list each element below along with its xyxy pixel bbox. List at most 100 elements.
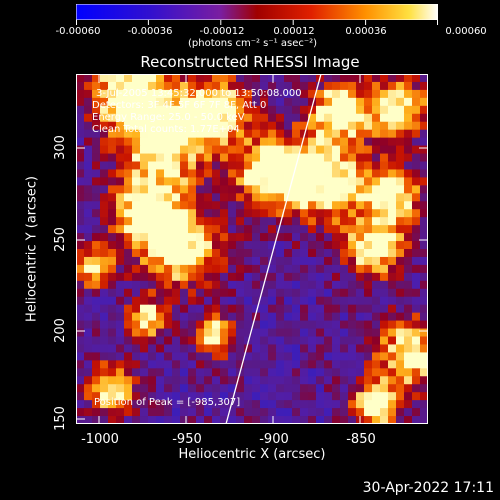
image-pixel bbox=[76, 376, 85, 385]
image-pixel bbox=[324, 376, 333, 385]
image-pixel bbox=[76, 256, 85, 266]
image-pixel bbox=[140, 296, 149, 306]
image-pixel bbox=[284, 137, 293, 147]
image-pixel bbox=[244, 312, 253, 322]
image-pixel bbox=[316, 145, 325, 155]
image-pixel bbox=[140, 241, 149, 250]
image-pixel bbox=[140, 193, 149, 202]
image-pixel bbox=[116, 137, 125, 147]
image-pixel bbox=[84, 280, 93, 290]
image-pixel bbox=[380, 209, 389, 218]
image-pixel bbox=[364, 185, 373, 194]
image-pixel bbox=[324, 81, 333, 91]
image-pixel bbox=[84, 352, 93, 361]
image-pixel bbox=[348, 89, 357, 99]
image-pixel bbox=[92, 193, 101, 202]
image-pixel bbox=[212, 264, 221, 274]
image-pixel bbox=[76, 209, 85, 218]
image-pixel bbox=[100, 336, 109, 345]
image-pixel bbox=[228, 153, 237, 162]
image-pixel bbox=[116, 145, 125, 155]
image-pixel bbox=[260, 336, 269, 345]
image-pixel bbox=[244, 241, 253, 250]
image-pixel bbox=[196, 328, 205, 337]
image-pixel bbox=[388, 217, 397, 226]
image-pixel bbox=[172, 201, 181, 210]
image-pixel bbox=[148, 336, 157, 345]
image-pixel bbox=[228, 225, 237, 234]
image-pixel bbox=[180, 145, 189, 155]
image-pixel bbox=[316, 296, 325, 306]
image-pixel bbox=[236, 328, 245, 337]
image-pixel bbox=[156, 304, 165, 314]
image-pixel bbox=[412, 185, 421, 194]
image-pixel bbox=[372, 392, 381, 401]
image-pixel bbox=[156, 74, 165, 83]
image-pixel bbox=[76, 129, 85, 139]
image-pixel bbox=[300, 256, 309, 266]
image-pixel bbox=[396, 336, 405, 345]
image-pixel bbox=[420, 320, 428, 330]
image-pixel bbox=[380, 272, 389, 282]
image-pixel bbox=[388, 169, 397, 178]
image-pixel bbox=[276, 344, 285, 353]
image-pixel bbox=[316, 129, 325, 139]
image-pixel bbox=[196, 264, 205, 274]
image-pixel bbox=[76, 249, 85, 258]
image-pixel bbox=[228, 256, 237, 266]
image-pixel bbox=[300, 161, 309, 170]
image-pixel bbox=[132, 225, 141, 234]
image-pixel bbox=[212, 145, 221, 155]
image-pixel bbox=[204, 312, 213, 322]
image-pixel bbox=[108, 272, 117, 282]
image-pixel bbox=[100, 304, 109, 314]
image-pixel bbox=[292, 249, 301, 258]
image-pixel bbox=[244, 193, 253, 202]
image-pixel bbox=[108, 225, 117, 234]
image-pixel bbox=[244, 137, 253, 147]
image-pixel bbox=[340, 416, 349, 424]
image-pixel bbox=[356, 312, 365, 322]
image-pixel bbox=[420, 376, 428, 385]
image-pixel bbox=[172, 368, 181, 377]
image-pixel bbox=[108, 137, 117, 147]
image-pixel bbox=[396, 169, 405, 178]
image-pixel bbox=[356, 256, 365, 266]
image-pixel bbox=[332, 233, 341, 242]
image-pixel bbox=[252, 368, 261, 377]
image-pixel bbox=[332, 209, 341, 218]
image-pixel bbox=[204, 217, 213, 226]
image-pixel bbox=[332, 145, 341, 155]
image-pixel bbox=[380, 312, 389, 322]
image-pixel bbox=[212, 74, 221, 83]
image-pixel bbox=[348, 137, 357, 147]
image-pixel bbox=[252, 193, 261, 202]
image-pixel bbox=[308, 304, 317, 314]
image-pixel bbox=[244, 201, 253, 210]
image-pixel bbox=[372, 161, 381, 170]
image-pixel bbox=[364, 328, 373, 337]
image-pixel bbox=[156, 256, 165, 266]
image-pixel bbox=[404, 105, 413, 115]
image-pixel bbox=[220, 264, 229, 274]
image-pixel bbox=[228, 280, 237, 290]
image-pixel bbox=[396, 280, 405, 290]
image-pixel bbox=[220, 320, 229, 330]
image-pixel bbox=[316, 225, 325, 234]
image-pixel bbox=[284, 400, 293, 409]
image-pixel bbox=[332, 153, 341, 162]
image-pixel bbox=[348, 304, 357, 314]
image-pixel bbox=[252, 328, 261, 337]
image-pixel bbox=[364, 272, 373, 282]
image-pixel bbox=[236, 177, 245, 186]
image-pixel bbox=[92, 416, 101, 424]
image-pixel bbox=[148, 225, 157, 234]
image-pixel bbox=[124, 217, 133, 226]
image-pixel bbox=[292, 272, 301, 282]
image-pixel bbox=[380, 161, 389, 170]
image-pixel bbox=[276, 368, 285, 377]
image-pixel bbox=[308, 241, 317, 250]
image-pixel bbox=[132, 360, 141, 369]
image-pixel bbox=[124, 241, 133, 250]
image-pixel bbox=[148, 384, 157, 393]
